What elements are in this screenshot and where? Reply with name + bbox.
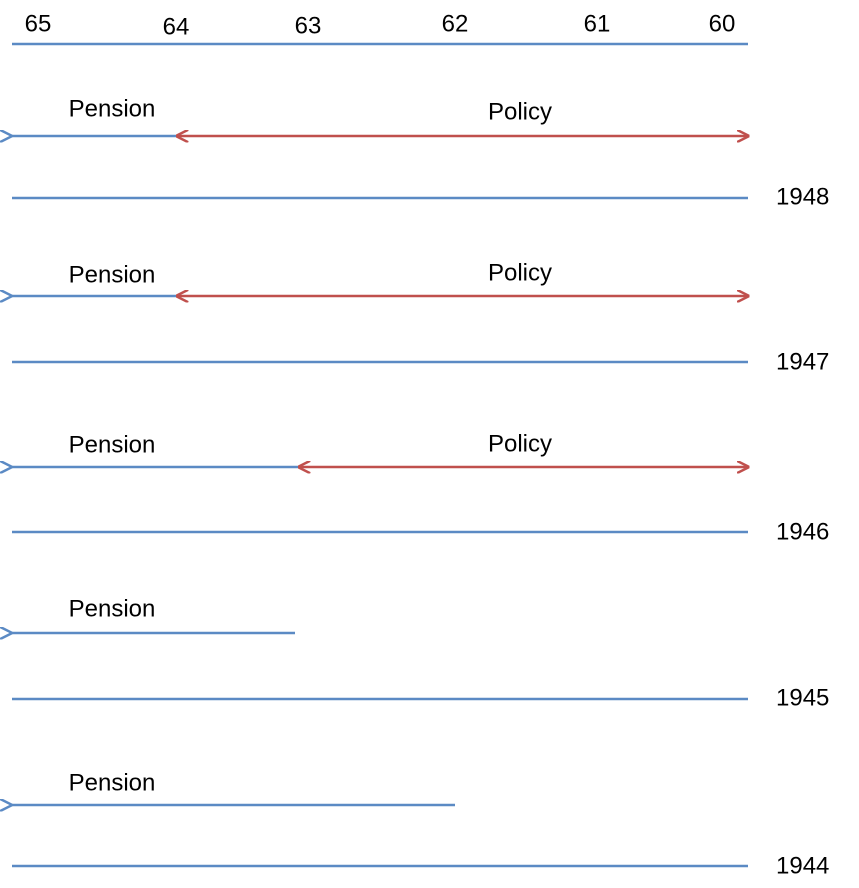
row: Pension 1945 xyxy=(11,595,829,711)
pension-label: Pension xyxy=(69,595,156,622)
pension-label: Pension xyxy=(69,431,156,458)
year-label: 1948 xyxy=(776,183,829,210)
age-label: 64 xyxy=(163,13,190,40)
age-label: 60 xyxy=(709,10,736,37)
age-label: 62 xyxy=(442,10,469,37)
year-label: 1944 xyxy=(776,852,829,879)
policy-label: Policy xyxy=(488,259,552,286)
year-label: 1947 xyxy=(776,348,829,375)
age-label: 65 xyxy=(25,10,52,37)
row: Pension Policy 1946 xyxy=(11,430,829,545)
row: Pension 1944 xyxy=(11,769,829,879)
pension-label: Pension xyxy=(69,261,156,288)
year-label: 1946 xyxy=(776,518,829,545)
age-label: 61 xyxy=(584,10,611,37)
age-axis: 65 64 63 62 61 60 xyxy=(12,10,748,46)
age-label: 63 xyxy=(295,12,322,39)
policy-label: Policy xyxy=(488,98,552,125)
pension-label: Pension xyxy=(69,769,156,796)
row: Pension Policy 1947 xyxy=(11,259,829,375)
policy-label: Policy xyxy=(488,430,552,457)
row: Pension Policy 1948 xyxy=(11,95,829,210)
pension-label: Pension xyxy=(69,95,156,122)
year-label: 1945 xyxy=(776,684,829,711)
